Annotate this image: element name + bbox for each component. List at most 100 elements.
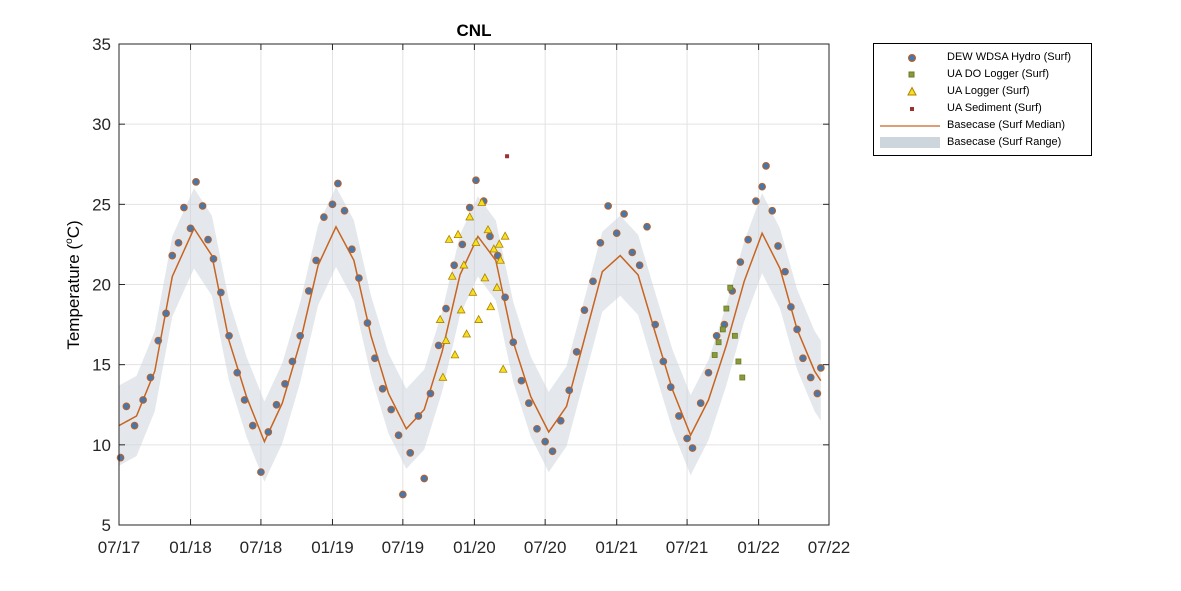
legend-symbol-band	[880, 137, 940, 148]
data-point	[762, 162, 770, 170]
legend-symbol-triangle	[907, 86, 917, 96]
data-point	[217, 288, 225, 297]
data-point	[565, 386, 574, 395]
data-point	[387, 405, 396, 414]
legend-item-basecase-median: Basecase (Surf Median)	[874, 117, 1091, 134]
data-point	[471, 237, 481, 247]
data-point	[604, 202, 612, 210]
x-tick-label: 07/19	[382, 538, 425, 557]
data-point	[483, 224, 493, 234]
data-point	[509, 338, 518, 347]
legend-item-ua-do-logger: UA DO Logger (Surf)	[874, 66, 1091, 83]
data-point	[414, 412, 423, 420]
data-point	[556, 416, 565, 425]
data-point	[456, 305, 466, 314]
data-point	[122, 402, 131, 411]
data-point	[296, 331, 305, 340]
data-point	[398, 490, 407, 499]
data-point	[426, 389, 435, 398]
data-point	[468, 287, 478, 296]
data-point	[168, 251, 177, 260]
data-point	[480, 273, 490, 282]
data-point	[735, 358, 742, 365]
data-point	[340, 206, 349, 215]
data-point	[198, 202, 207, 210]
legend-symbol-line	[880, 125, 940, 127]
data-point	[459, 260, 469, 269]
data-point	[233, 368, 242, 377]
y-axis-label-main: Temperature (	[64, 244, 83, 350]
data-point	[209, 254, 218, 263]
data-point	[688, 444, 697, 452]
data-point	[154, 336, 163, 345]
data-point	[704, 368, 713, 377]
data-point	[435, 314, 445, 323]
basecase-range-band	[119, 186, 821, 482]
data-point	[620, 210, 628, 218]
data-point	[500, 231, 510, 240]
data-point	[444, 234, 454, 243]
data-point	[719, 326, 726, 333]
data-point	[666, 383, 675, 391]
data-point	[596, 238, 605, 247]
legend-symbol-circle	[908, 54, 916, 62]
x-tick-label: 01/20	[453, 538, 496, 557]
data-point	[494, 239, 504, 248]
x-tick-label: 07/21	[666, 538, 709, 557]
data-point	[612, 229, 621, 238]
data-point	[204, 235, 212, 244]
data-point	[739, 374, 746, 381]
data-point	[498, 364, 508, 373]
data-point	[192, 178, 200, 186]
data-point	[495, 255, 505, 264]
legend-label: Basecase (Surf Range)	[947, 136, 1062, 148]
data-point	[492, 282, 502, 291]
data-point	[180, 203, 188, 212]
data-point	[465, 203, 474, 212]
legend-label: UA Sediment (Surf)	[947, 102, 1042, 114]
y-axis-ticks: 5 10 15 20 25 30 35	[92, 35, 829, 535]
legend-symbol-square	[908, 71, 915, 78]
data-point	[806, 373, 815, 382]
data-point	[675, 412, 683, 420]
data-point	[225, 331, 233, 340]
data-point	[304, 287, 313, 295]
data-point	[628, 248, 637, 257]
y-tick-label: 5	[102, 516, 111, 535]
data-point	[774, 242, 782, 250]
data-point	[281, 380, 289, 388]
data-point	[320, 213, 328, 222]
data-point	[781, 267, 789, 276]
data-point	[524, 399, 533, 407]
data-point	[712, 331, 721, 340]
data-point	[501, 293, 509, 302]
data-point	[474, 314, 484, 323]
data-point	[462, 329, 472, 338]
y-tick-label: 20	[92, 276, 111, 295]
data-point	[363, 319, 372, 327]
data-point	[589, 277, 597, 286]
data-point	[240, 396, 249, 404]
data-point	[334, 179, 342, 188]
data-point	[732, 332, 738, 339]
data-point	[146, 373, 155, 382]
data-point	[758, 182, 766, 191]
x-tick-label: 01/19	[311, 538, 354, 557]
chart-title: CNL	[457, 21, 492, 40]
data-point	[505, 154, 510, 159]
data-point	[643, 222, 651, 231]
data-point	[288, 357, 297, 366]
data-point	[744, 235, 752, 244]
data-point	[355, 274, 363, 282]
data-point	[441, 335, 451, 344]
data-point	[394, 431, 403, 440]
data-point	[420, 474, 429, 483]
data-point	[486, 301, 496, 311]
data-point	[635, 261, 644, 270]
data-point	[348, 245, 356, 254]
data-point	[517, 376, 526, 385]
data-point	[272, 400, 281, 409]
data-point	[541, 437, 550, 446]
legend-label: UA DO Logger (Surf)	[947, 68, 1050, 80]
